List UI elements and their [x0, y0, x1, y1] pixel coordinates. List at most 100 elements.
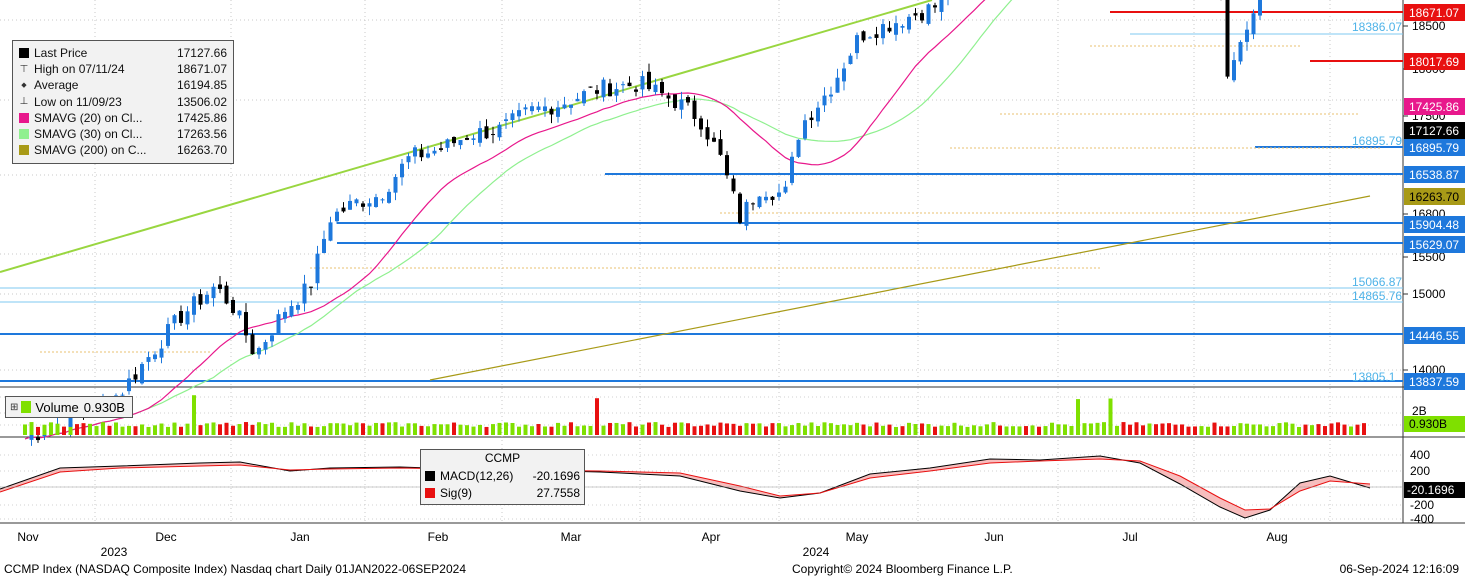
- volume-bar: [1284, 422, 1288, 435]
- volume-bar: [491, 424, 495, 435]
- volume-bar: [140, 424, 144, 435]
- candle-body: [257, 347, 261, 355]
- candle-body: [666, 95, 671, 99]
- candle-body: [198, 294, 203, 305]
- volume-bar: [887, 424, 892, 435]
- volume-bar: [387, 422, 391, 435]
- volume-bar: [1082, 423, 1087, 435]
- volume-bar: [1056, 424, 1061, 435]
- candle-body: [536, 106, 541, 110]
- volume-bar: [393, 422, 398, 435]
- volume-bar: [751, 423, 755, 435]
- volume-bar: [413, 423, 417, 435]
- volume-bar: [1076, 399, 1080, 435]
- volume-bar: [1108, 398, 1113, 435]
- trend-line: [0, 0, 933, 273]
- level-label: 15066.87: [1352, 275, 1402, 289]
- candle-body: [647, 71, 651, 90]
- volume-bar: [998, 425, 1002, 435]
- volume-bar: [198, 425, 203, 435]
- candle-body: [744, 201, 749, 226]
- volume-bar: [595, 398, 599, 435]
- macd-tick-label: 400: [1410, 448, 1430, 462]
- volume-bar: [1199, 426, 1204, 435]
- candle-body: [250, 334, 255, 355]
- legend-value: 16194.85: [176, 78, 227, 93]
- volume-bar: [218, 424, 222, 435]
- volume-bar: [900, 426, 905, 435]
- signal-name: Sig(9): [440, 485, 473, 500]
- candle-body: [452, 136, 456, 144]
- signal-value: 27.7558: [536, 485, 580, 500]
- volume-bar: [1342, 424, 1347, 435]
- candle-body: [770, 196, 775, 200]
- candle-body: [614, 89, 619, 96]
- volume-bar: [939, 425, 944, 435]
- year-label: 2024: [803, 545, 830, 559]
- candle-body: [29, 434, 34, 440]
- volume-bar: [653, 422, 658, 435]
- price-tag-label: 17425.86: [1409, 100, 1459, 114]
- expand-icon[interactable]: ⊞: [10, 401, 19, 413]
- volume-bar: [445, 424, 450, 435]
- month-label: Mar: [561, 530, 582, 544]
- volume-bar: [101, 422, 105, 435]
- candle-body: [588, 86, 593, 88]
- candle-body: [764, 196, 768, 201]
- candle-body: [790, 156, 794, 183]
- price-tag: [1404, 53, 1465, 70]
- volume-bar: [341, 423, 346, 435]
- candle-body: [1225, 0, 1230, 77]
- legend-swatch: [19, 48, 29, 59]
- volume-bar: [1050, 422, 1054, 435]
- volume-bar: [523, 424, 528, 435]
- candle-body: [465, 137, 469, 140]
- volume-bar: [159, 423, 164, 435]
- candle-body: [595, 90, 599, 94]
- candle-body: [881, 24, 885, 39]
- volume-bar: [335, 423, 339, 435]
- x-axis: Nov Dec Jan Feb Mar Apr May Jun Jul Aug 2023 2024: [17, 530, 1287, 559]
- volume-value: 0.930B: [83, 399, 125, 415]
- candle-body: [796, 139, 801, 157]
- volume-bar: [679, 422, 684, 435]
- volume-bar: [1069, 425, 1074, 435]
- macd-tag-label: -20.1696: [1407, 483, 1455, 497]
- candle-body: [478, 128, 482, 143]
- candle-body: [653, 84, 658, 93]
- volume-bar: [114, 422, 118, 435]
- candle-body: [725, 155, 729, 176]
- candle-body: [354, 199, 359, 204]
- candle-body: [432, 150, 437, 154]
- volume-bar: [790, 425, 794, 435]
- volume-bar: [1193, 426, 1197, 435]
- volume-bar: [465, 425, 469, 435]
- legend-row: ⊥ Low on 11/09/23 13506.02: [19, 94, 227, 110]
- candle-body: [439, 148, 443, 150]
- volume-bar: [88, 423, 92, 435]
- candle-body: [497, 124, 502, 138]
- candle-body: [1238, 42, 1243, 62]
- volume-bar: [933, 426, 937, 435]
- volume-bar: [309, 426, 313, 435]
- candle-body: [504, 119, 508, 122]
- volume-bar: [1154, 424, 1158, 435]
- candle-body: [809, 117, 814, 121]
- candle-body: [634, 89, 638, 92]
- month-label: Dec: [155, 530, 176, 544]
- level-label: 13805.1: [1352, 370, 1396, 384]
- volume-bar: [861, 424, 866, 435]
- volume-bar: [231, 425, 235, 435]
- volume-bar: [868, 426, 872, 435]
- legend-name: High on 07/11/24: [34, 62, 125, 77]
- price-tag-label: 18017.69: [1409, 55, 1459, 69]
- macd-tick-label: 200: [1410, 464, 1430, 478]
- legend-row: Last Price 17127.66: [19, 45, 227, 61]
- candle-body: [894, 23, 898, 35]
- volume-bar: [23, 424, 27, 435]
- volume-bar: [250, 424, 255, 435]
- volume-bar: [354, 422, 359, 435]
- volume-bar: [478, 424, 482, 435]
- candle-body: [426, 153, 430, 158]
- volume-bar: [1219, 426, 1223, 435]
